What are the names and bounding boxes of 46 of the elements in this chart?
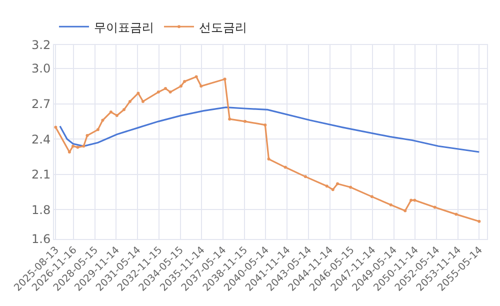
point (404, 209, 407, 212)
y-tick-label: 2.4 (32, 132, 51, 146)
point (96, 128, 100, 132)
point (101, 118, 104, 122)
y-tick-label: 3.2 (32, 38, 51, 52)
point (370, 195, 374, 198)
point (122, 108, 126, 112)
point (156, 90, 160, 94)
y-tick-label: 2.7 (32, 96, 51, 111)
point (336, 182, 340, 186)
point (325, 184, 328, 188)
y-tick-label: 1.6 (32, 232, 51, 246)
point (136, 92, 140, 95)
point (304, 175, 307, 178)
legend-label: 선도금리 (199, 20, 247, 34)
point (413, 198, 416, 202)
point (331, 188, 334, 192)
point (54, 126, 58, 129)
point (267, 158, 270, 161)
point (86, 134, 89, 138)
line-series (59, 106, 480, 153)
point (454, 212, 458, 216)
point (284, 166, 287, 169)
point (168, 90, 172, 94)
y-tick-label: 2.1 (32, 168, 51, 182)
point (200, 84, 203, 88)
point (76, 146, 80, 149)
point (223, 78, 226, 81)
point (179, 84, 182, 88)
point (410, 198, 413, 202)
point (109, 110, 112, 114)
legend-label: 무이표금리 (94, 20, 154, 34)
line-series (54, 75, 481, 223)
point (264, 123, 267, 126)
point (82, 144, 86, 148)
point (349, 186, 352, 189)
point (72, 144, 75, 148)
point (244, 120, 247, 123)
y-tick-label: 1.8 (32, 202, 51, 217)
y-tick-label: 3.0 (32, 62, 51, 76)
point (115, 114, 118, 118)
point (478, 220, 481, 223)
point (228, 118, 232, 121)
point (433, 206, 436, 209)
point (194, 75, 198, 78)
point (389, 203, 392, 206)
